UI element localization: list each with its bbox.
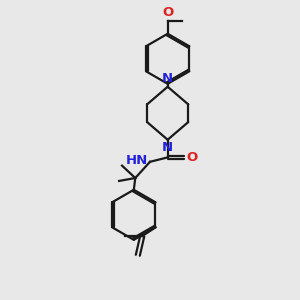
Text: N: N <box>162 142 173 154</box>
Text: O: O <box>162 6 173 19</box>
Text: O: O <box>186 151 197 164</box>
Text: N: N <box>162 72 173 85</box>
Text: HN: HN <box>125 154 148 167</box>
